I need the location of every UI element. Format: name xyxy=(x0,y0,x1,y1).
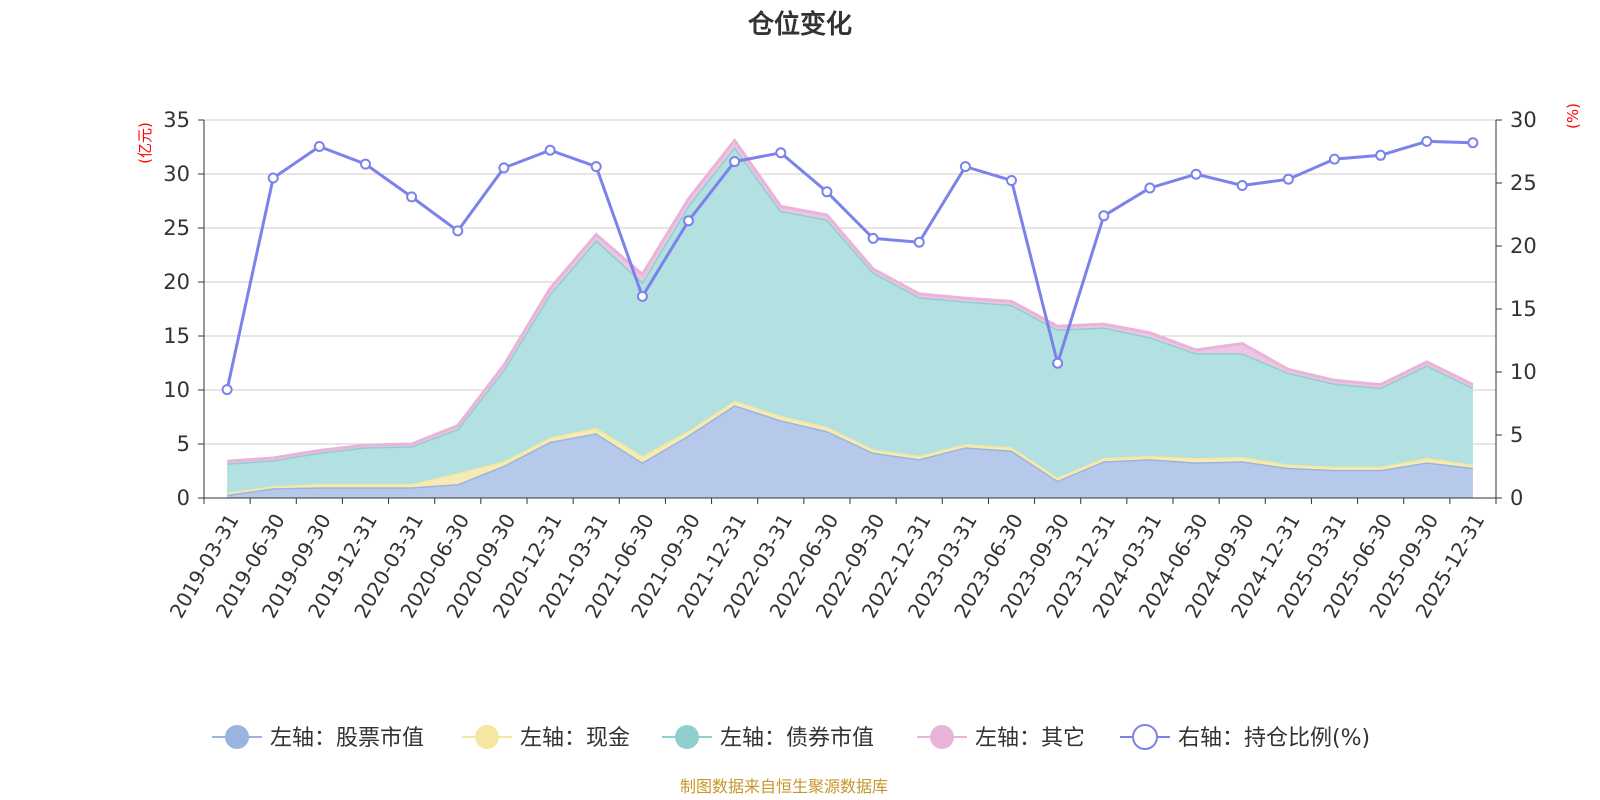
legend-item-3[interactable]: 左轴：其它 xyxy=(917,725,1085,751)
left-tick-label-7: 35 xyxy=(163,108,190,132)
legend-label-3: 左轴：其它 xyxy=(975,726,1085,751)
legend-label-2: 左轴：债券市值 xyxy=(720,726,874,751)
holding-ratio-point-15[interactable] xyxy=(913,236,925,248)
holding-ratio-line xyxy=(225,139,1473,390)
right-tick-label-6: 30 xyxy=(1510,108,1537,132)
holding-ratio-point-16[interactable] xyxy=(959,161,971,173)
holding-ratio-series xyxy=(221,135,1479,396)
right-axis-ticks: 0 5 10 15 20 25 30 xyxy=(1496,108,1537,510)
area-line-series-3 xyxy=(226,137,1474,463)
left-tick-label-0: 0 xyxy=(177,486,190,510)
legend-label-0: 左轴：股票市值 xyxy=(270,726,424,751)
right-tick-label-5: 25 xyxy=(1510,171,1537,195)
holding-ratio-point-19[interactable] xyxy=(1098,210,1110,222)
source-note: 制图数据来自恒生聚源数据库 xyxy=(680,777,888,796)
legend-marker-3 xyxy=(930,725,954,749)
holding-ratio-point-23[interactable] xyxy=(1282,173,1294,185)
holding-ratio-point-17[interactable] xyxy=(1006,175,1017,186)
holding-ratio-point-10[interactable] xyxy=(683,215,694,227)
left-tick-label-2: 10 xyxy=(163,378,190,402)
right-axis-unit: (%) xyxy=(1564,103,1582,129)
left-tick-label-6: 30 xyxy=(163,162,190,186)
legend-item-1[interactable]: 左轴：现金 xyxy=(462,725,630,751)
legend-label-1: 左轴：现金 xyxy=(520,726,630,751)
legend-marker-4 xyxy=(1132,724,1158,750)
holding-ratio-point-11[interactable] xyxy=(729,156,741,168)
left-tick-label-1: 5 xyxy=(177,432,190,456)
holding-ratio-point-2[interactable] xyxy=(313,141,325,152)
holding-ratio-point-20[interactable] xyxy=(1144,182,1156,194)
left-axis-ticks: 0 5 10 15 20 25 30 35 xyxy=(163,108,204,510)
area-series-2 xyxy=(227,147,1473,493)
holding-ratio-point-1[interactable] xyxy=(267,172,279,184)
holding-ratio-point-25[interactable] xyxy=(1375,149,1387,161)
holding-ratio-point-4[interactable] xyxy=(406,191,418,203)
holding-ratio-point-27[interactable] xyxy=(1467,137,1479,149)
right-tick-label-0: 0 xyxy=(1510,486,1523,510)
legend[interactable]: 左轴：股票市值 左轴：现金 左轴：债券市值 左轴：其它 右轴：持仓比例(%) xyxy=(212,724,1370,751)
legend-item-0[interactable]: 左轴：股票市值 xyxy=(212,725,424,751)
holding-ratio-point-24[interactable] xyxy=(1329,153,1340,165)
legend-marker-1 xyxy=(475,725,499,749)
holding-ratio-point-14[interactable] xyxy=(867,232,879,244)
right-tick-label-1: 5 xyxy=(1510,423,1523,447)
holding-ratio-point-8[interactable] xyxy=(590,161,602,173)
holding-ratio-point-7[interactable] xyxy=(544,144,556,156)
holding-ratio-point-21[interactable] xyxy=(1190,168,1202,180)
left-tick-label-4: 20 xyxy=(163,270,190,294)
chart-title: 仓位变化 xyxy=(747,9,852,40)
right-tick-label-3: 15 xyxy=(1510,297,1537,321)
holding-ratio-point-3[interactable] xyxy=(360,158,371,170)
holding-ratio-point-22[interactable] xyxy=(1236,180,1248,191)
legend-item-2[interactable]: 左轴：债券市值 xyxy=(662,725,874,751)
legend-marker-2 xyxy=(675,725,699,749)
holding-ratio-point-9[interactable] xyxy=(636,290,648,302)
holding-ratio-point-5[interactable] xyxy=(452,225,464,237)
legend-label-4: 右轴：持仓比例(%) xyxy=(1178,726,1370,751)
holding-ratio-point-6[interactable] xyxy=(498,162,510,174)
left-tick-label-3: 15 xyxy=(163,324,190,348)
left-axis-unit: (亿元) xyxy=(136,122,154,164)
legend-item-4[interactable]: 右轴：持仓比例(%) xyxy=(1120,724,1370,751)
holding-ratio-point-12[interactable] xyxy=(775,147,787,159)
right-tick-label-4: 20 xyxy=(1510,234,1537,258)
x-axis-ticks: 2019-03-312019-06-302019-09-302019-12-31… xyxy=(165,498,1497,622)
holding-ratio-point-26[interactable] xyxy=(1421,135,1433,147)
holding-ratio-point-18[interactable] xyxy=(1052,357,1064,369)
left-tick-label-5: 25 xyxy=(163,216,190,240)
area-series-0 xyxy=(227,405,1473,498)
legend-marker-0 xyxy=(225,725,249,749)
right-tick-label-2: 10 xyxy=(1510,360,1537,384)
holding-ratio-point-13[interactable] xyxy=(821,186,833,198)
holding-ratio-point-0[interactable] xyxy=(221,384,233,396)
stacked-areas xyxy=(226,137,1474,498)
